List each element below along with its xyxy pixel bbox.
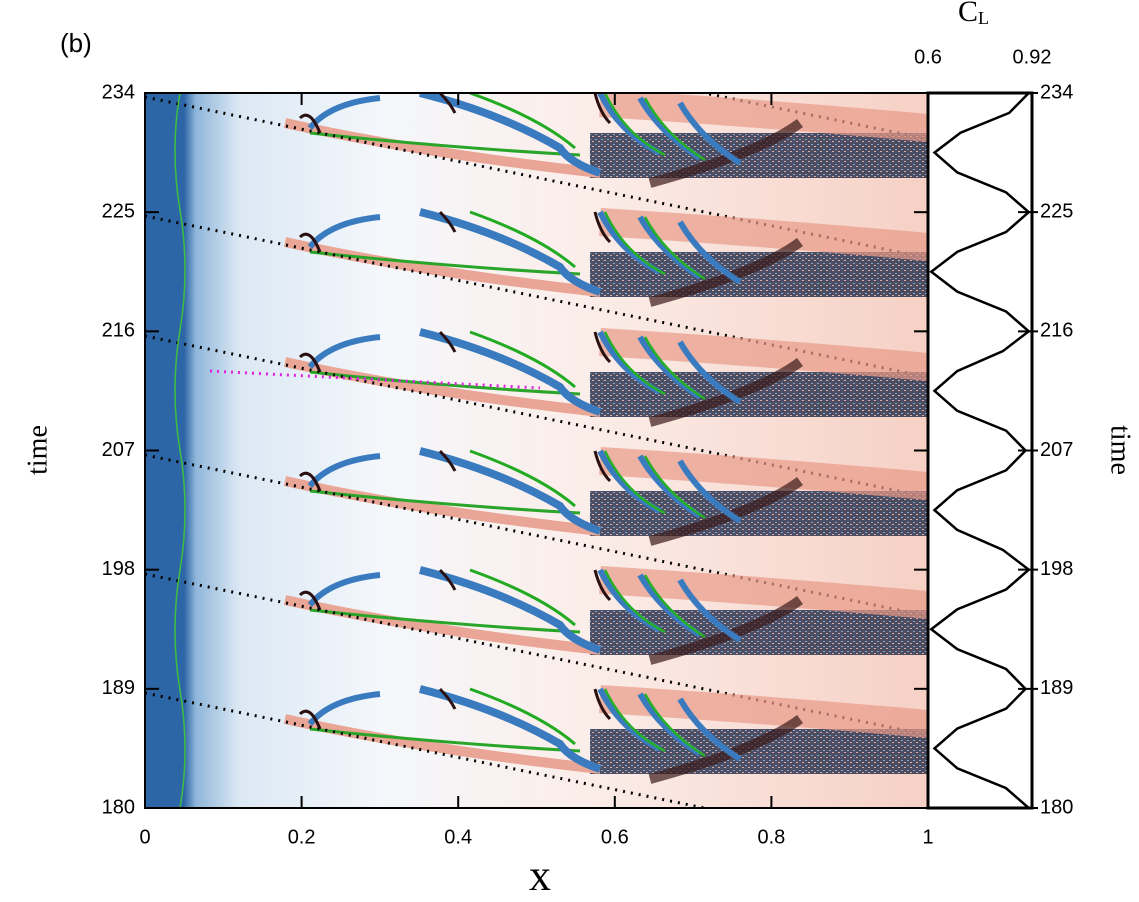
y-tick-label: 189	[102, 677, 135, 699]
y-tick-label: 225	[1040, 200, 1073, 222]
y-tick-label: 234	[102, 81, 135, 103]
y-tick-label: 216	[102, 320, 135, 342]
x-tick-label: 0.2	[288, 826, 316, 848]
x-tick-label: 0.8	[757, 826, 785, 848]
cl-axis-label: CL	[958, 0, 989, 28]
y-tick-label: 198	[102, 558, 135, 580]
cl-label-sub: L	[978, 8, 989, 28]
x-tick-label: 0.6	[914, 46, 942, 68]
x-tick-label: 1	[922, 826, 933, 848]
x-tick-label: 0	[139, 826, 150, 848]
x-axis-label: x	[529, 851, 551, 900]
right-y-axis-label: time	[1105, 425, 1136, 475]
cl-label: C	[958, 0, 978, 28]
y-tick-label: 180	[1040, 796, 1073, 818]
x-tick-label: 0.92	[1013, 46, 1052, 68]
y-tick-label: 180	[102, 796, 135, 818]
panel-label: (b)	[60, 28, 92, 58]
y-tick-label: 225	[102, 200, 135, 222]
y-tick-label: 207	[102, 439, 135, 461]
y-axis-label: time	[22, 425, 53, 475]
y-tick-label: 207	[1040, 439, 1073, 461]
heatmap	[145, 93, 928, 808]
cl-line	[929, 92, 1031, 809]
x-tick-label: 0.6	[601, 826, 629, 848]
y-tick-label: 234	[1040, 81, 1073, 103]
y-tick-label: 189	[1040, 677, 1073, 699]
y-tick-label: 198	[1040, 558, 1073, 580]
x-tick-label: 0.4	[444, 826, 472, 848]
y-tick-label: 216	[1040, 320, 1073, 342]
